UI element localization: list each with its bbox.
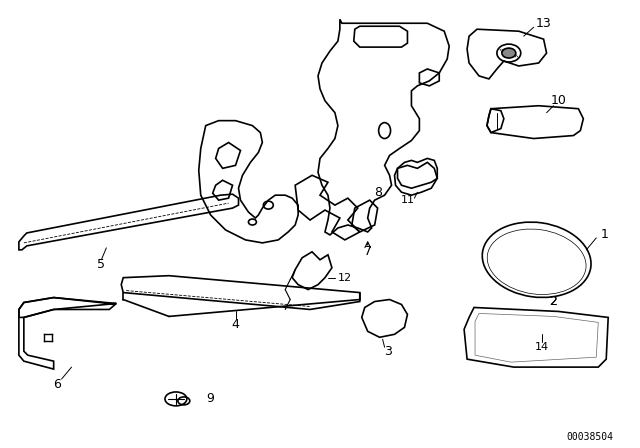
Text: 12: 12	[338, 273, 352, 283]
Text: 9: 9	[207, 392, 214, 405]
Text: 7: 7	[364, 246, 372, 258]
Text: 13: 13	[536, 17, 552, 30]
Ellipse shape	[502, 48, 516, 58]
Text: 00038504: 00038504	[566, 432, 613, 442]
Text: 6: 6	[52, 378, 61, 391]
Text: 5: 5	[97, 258, 106, 271]
Text: 11: 11	[401, 195, 415, 205]
Text: 3: 3	[383, 345, 392, 358]
Text: 1: 1	[600, 228, 608, 241]
Text: 8: 8	[374, 186, 381, 199]
Text: 2: 2	[550, 295, 557, 308]
Text: 14: 14	[534, 342, 548, 352]
Text: 4: 4	[232, 318, 239, 331]
Text: 2: 2	[550, 295, 557, 308]
Text: 10: 10	[550, 94, 566, 107]
